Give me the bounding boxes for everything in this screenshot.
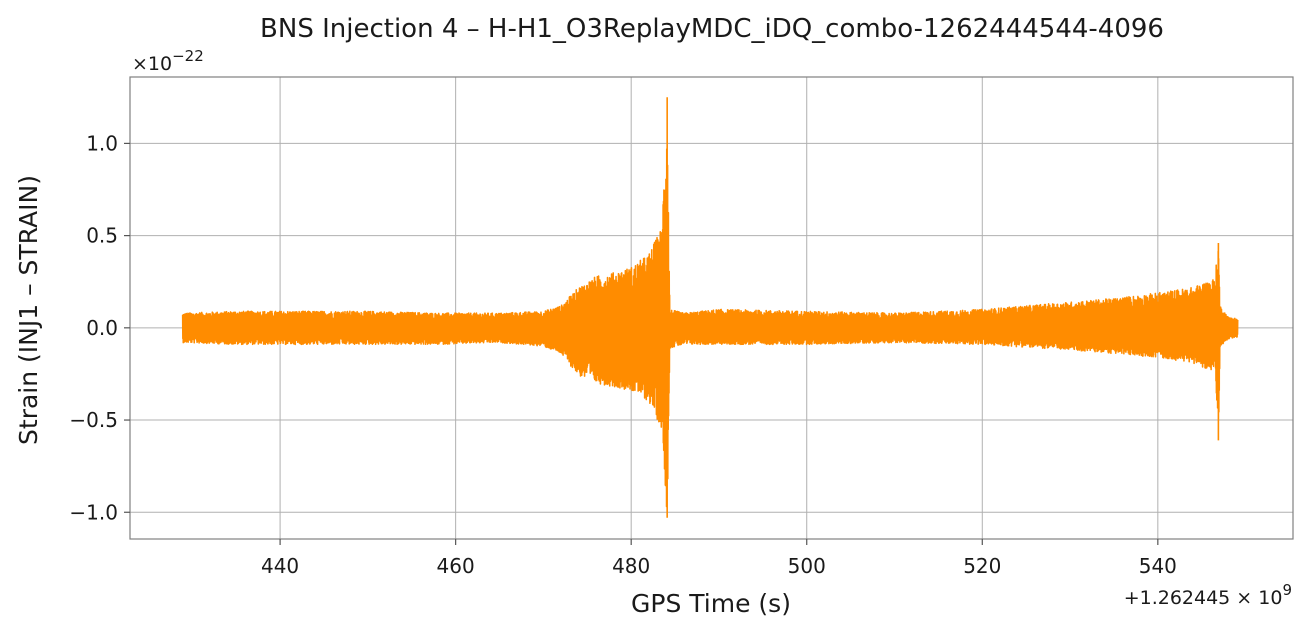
x-offset-exponent: 9 — [1282, 581, 1292, 599]
x-tick-label: 440 — [261, 554, 299, 578]
y-axis-label: Strain (INJ1 – STRAIN) — [14, 175, 43, 445]
x-tick-label: 460 — [437, 554, 475, 578]
y-tick-label: 0.0 — [86, 316, 118, 340]
data-layer — [181, 97, 1239, 518]
axis-ticks: 440 460 480 500 520 540 1.0 0.5 0.0 −0.5 −1.0 — [69, 131, 1177, 578]
strain-series-line — [181, 97, 1239, 518]
x-tick-label: 500 — [788, 554, 826, 578]
x-tick-label: 480 — [612, 554, 650, 578]
y-tick-label: 0.5 — [86, 224, 118, 248]
x-axis-label: GPS Time (s) — [631, 589, 791, 618]
x-tick-label: 520 — [963, 554, 1001, 578]
y-tick-label: −1.0 — [69, 500, 118, 524]
y-scale-exponent: −22 — [172, 47, 204, 65]
y-scale-multiplier: ×10−22 — [132, 47, 204, 75]
y-tick-label: 1.0 — [86, 131, 118, 155]
plot-frame — [129, 76, 1294, 540]
y-tick-label: −0.5 — [69, 408, 118, 432]
chart-title: BNS Injection 4 – H-H1_O3ReplayMDC_iDQ_c… — [260, 14, 1164, 44]
x-tick-label: 540 — [1139, 554, 1177, 578]
x-offset-label: +1.262445 × 109 — [1124, 581, 1292, 609]
